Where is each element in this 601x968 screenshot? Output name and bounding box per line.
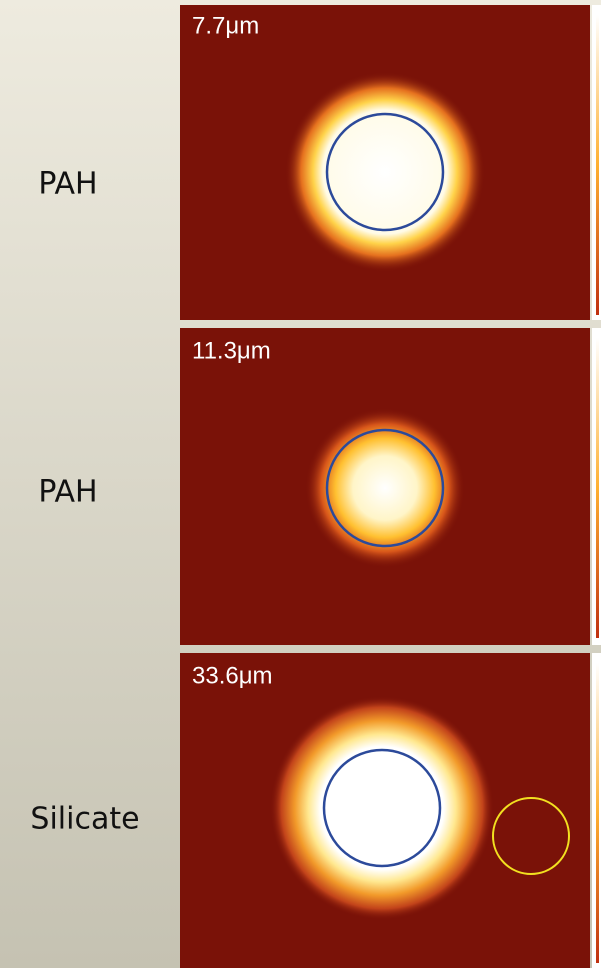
colorbar-scale <box>596 15 599 315</box>
aperture <box>322 748 442 868</box>
panel-label: PAH <box>38 167 97 202</box>
wavelength-label: 33.6μm <box>192 662 273 689</box>
colorbar-scale <box>596 663 599 963</box>
wavelength-label: 11.3μm <box>192 337 271 364</box>
wavelength-label: 7.7μm <box>192 12 259 39</box>
background-aperture <box>492 797 570 875</box>
emission <box>285 72 485 272</box>
aperture <box>325 112 445 232</box>
panel-label: PAH <box>38 475 97 510</box>
panel-label: Silicate <box>30 802 139 837</box>
aperture <box>325 428 445 548</box>
emission <box>305 408 465 568</box>
colorbar-scale <box>596 338 599 638</box>
